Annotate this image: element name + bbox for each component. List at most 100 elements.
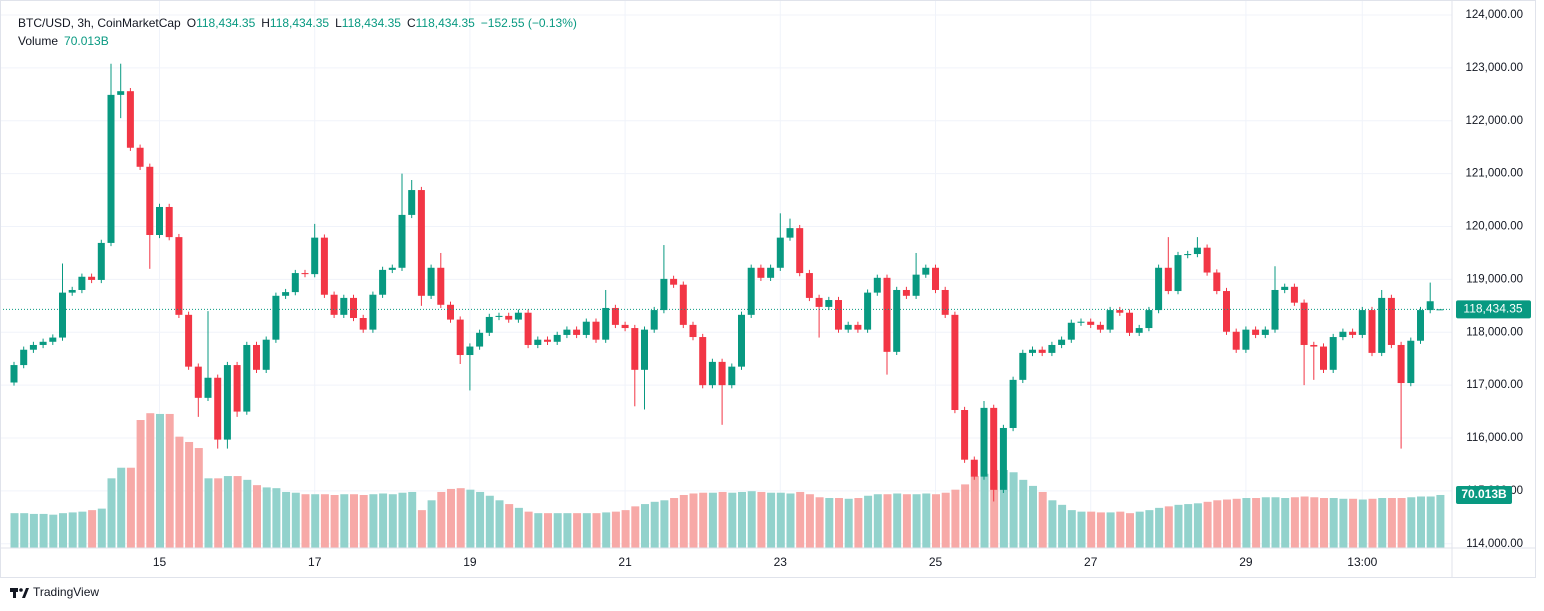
symbol: BTC/USD, 3h, CoinMarketCap [18,16,181,30]
volume-bar [544,513,552,548]
volume-bar [728,492,737,548]
candle-body [1126,312,1133,333]
volume-bar [1116,511,1125,548]
candle-body [388,267,396,270]
candle-body [1417,310,1424,341]
volume-bar [447,488,455,548]
candle-body [990,407,998,490]
legend-line: BTC/USD, 3h, CoinMarketCap O118,434.35 H11… [18,16,577,30]
volume-bar [1009,472,1018,548]
candle-body [369,294,377,330]
candle-body [650,310,658,330]
candle-body [359,318,367,330]
volume-bar [1077,511,1086,548]
volume-bar [1164,506,1173,548]
candle-body [708,361,716,386]
ohlc-name: H [261,16,270,30]
candle-body [136,147,144,167]
volume-bar [1271,497,1280,548]
candle-body [563,329,571,335]
volume-bar [757,491,766,548]
x-tick-label: 25 [929,555,943,569]
candle-body [59,292,66,338]
volume-bar [825,498,834,548]
volume-bar [524,511,533,548]
volume-bar [1320,498,1328,548]
volume-bar [1126,513,1134,548]
volume-bar [1048,500,1057,548]
candle-body [39,341,47,345]
candle-body [1009,379,1017,428]
volume-bar [156,413,164,548]
candle-body [514,312,522,320]
volume-bar [679,494,688,548]
volume-bar [359,494,368,548]
volume-bar [893,493,902,548]
y-tick-label: 116,000.00 [1466,432,1523,444]
y-tick-label: 117,000.00 [1466,379,1523,391]
volume-bar [233,476,242,548]
candle-body [291,273,299,293]
volume-bar [495,500,504,548]
candle-body [1213,272,1221,292]
candle-body [10,365,18,383]
x-tick-label: 17 [308,555,322,569]
volume-bar [1281,498,1290,548]
volume-bar [29,513,38,548]
candle-body [1174,255,1182,292]
volume-bar [214,478,223,548]
candle-body [1223,291,1230,332]
volume-bar [641,504,649,548]
volume-bar [408,491,417,548]
candle-body [408,190,416,215]
volume-bar [854,498,863,548]
volume-bar [902,494,911,548]
volume-bar [864,495,873,548]
candle-body [902,289,910,296]
volume-bar [262,487,271,548]
last-price-label: 118,434.35 [1463,301,1522,315]
volume-bar [1019,479,1028,548]
volume-bar [427,500,436,548]
volume-bar [873,494,882,548]
candle-body [718,361,726,386]
candle-body [767,267,775,278]
volume-bar [388,494,397,548]
volume-bar [68,512,77,548]
y-tick-label: 121,000.00 [1465,168,1523,180]
volume-bar [514,507,523,548]
candle-body [1349,331,1357,335]
candles [0,63,1452,502]
volume-bar [611,511,620,548]
candle-body [534,339,542,345]
candle-body [641,329,648,370]
last-volume-label: 70.013B [1461,487,1507,501]
candle-body [1203,247,1211,273]
volume-bar [1300,496,1309,548]
candle-body [1436,309,1444,311]
volume-bar [1223,499,1231,548]
candle-body [262,339,270,370]
y-tick-label: 119,000.00 [1466,273,1523,285]
grid [0,0,1452,548]
candle-body [728,366,736,386]
ohlc-value: 118,434.35 [342,16,401,30]
candle-body [272,295,280,340]
candle-body [1232,331,1240,350]
candle-body [854,324,862,330]
volume-bar [350,494,358,548]
volume-bar [1174,504,1183,548]
volume-bar [1155,507,1164,548]
candle-body [1300,302,1308,345]
candle-body [1407,340,1415,384]
candle-body [1135,328,1143,333]
candle-body [282,292,290,296]
volume-bar [999,469,1008,548]
volume-bar [456,488,465,548]
candle-body [214,377,222,440]
volume-value: 70.013B [64,34,109,48]
ohlc-name: L [335,16,342,30]
volume-bar [747,491,756,548]
volume-bar [621,510,630,548]
